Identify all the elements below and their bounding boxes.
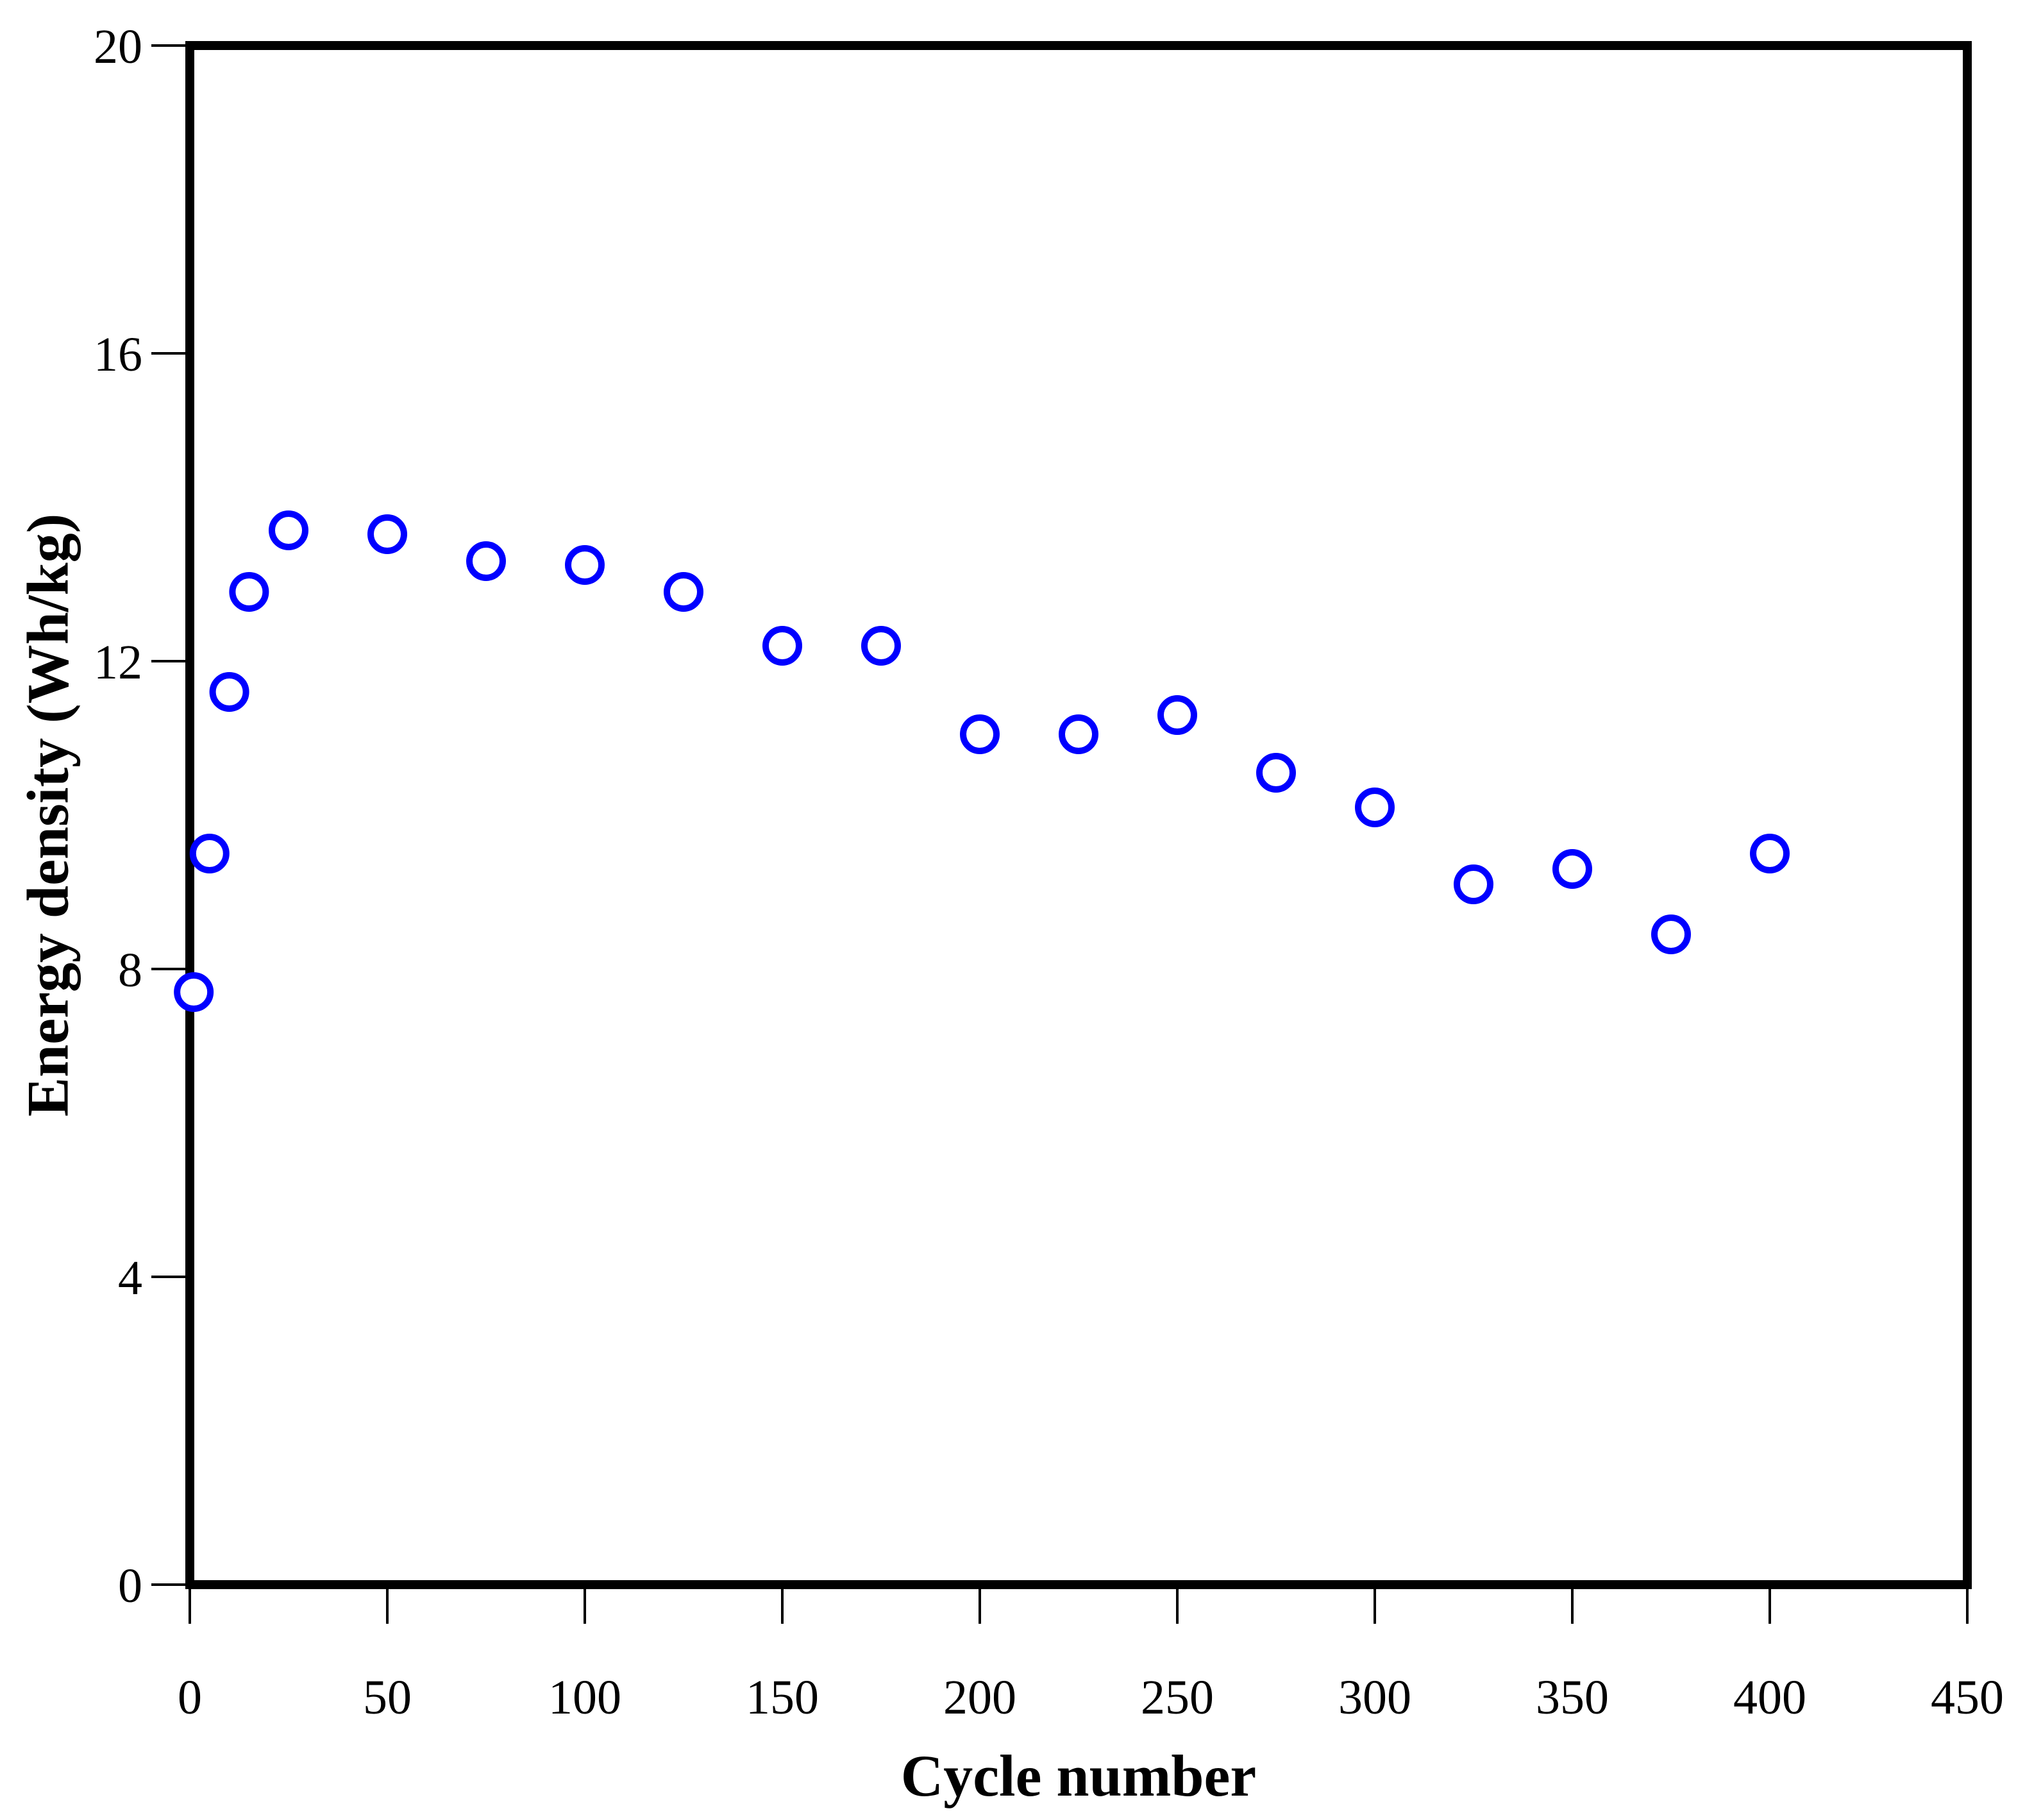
x-axis-tick-label: 450 xyxy=(1931,1671,2004,1724)
x-axis-tick-label: 250 xyxy=(1141,1671,1214,1724)
x-axis-tick-label: 0 xyxy=(178,1671,202,1724)
data-point-energy-density-2 xyxy=(209,672,249,712)
x-axis-tick-label: 50 xyxy=(363,1671,412,1724)
data-point-energy-density-7 xyxy=(565,545,605,585)
data-point-energy-density-19 xyxy=(1750,834,1790,873)
x-axis-tick-label: 100 xyxy=(548,1671,621,1724)
data-point-energy-density-5 xyxy=(367,514,407,554)
x-axis-tick-label: 200 xyxy=(943,1671,1016,1724)
x-axis-tick-label: 350 xyxy=(1536,1671,1609,1724)
data-point-energy-density-0 xyxy=(174,972,214,1012)
data-point-energy-density-11 xyxy=(960,714,1000,754)
y-axis-tick-label: 12 xyxy=(94,636,142,689)
y-axis-tick-label: 16 xyxy=(94,328,142,382)
y-axis-tick-label: 0 xyxy=(118,1559,142,1613)
y-axis-tick-label: 20 xyxy=(94,20,142,74)
data-point-energy-density-17 xyxy=(1552,849,1592,889)
data-point-energy-density-18 xyxy=(1651,914,1691,954)
x-axis-tick-label: 300 xyxy=(1338,1671,1411,1724)
data-point-energy-density-13 xyxy=(1157,695,1197,735)
x-axis-tick-label: 400 xyxy=(1733,1671,1806,1724)
plot-frame xyxy=(185,41,1972,1589)
data-point-energy-density-15 xyxy=(1355,788,1395,827)
data-point-energy-density-16 xyxy=(1454,864,1493,904)
data-point-energy-density-10 xyxy=(861,626,901,666)
data-point-energy-density-9 xyxy=(762,626,802,666)
y-axis-tick-label: 8 xyxy=(118,943,142,997)
data-point-energy-density-3 xyxy=(229,572,269,612)
y-axis-title: Energy density (Wh/kg) xyxy=(15,514,80,1117)
data-point-energy-density-14 xyxy=(1256,753,1296,793)
data-point-energy-density-8 xyxy=(664,572,703,612)
data-point-energy-density-6 xyxy=(466,541,506,581)
x-axis-title: Cycle number xyxy=(901,1743,1256,1808)
y-axis-tick-label: 4 xyxy=(118,1251,142,1305)
data-point-energy-density-12 xyxy=(1059,714,1098,754)
data-point-energy-density-4 xyxy=(269,510,308,550)
x-axis-tick-label: 150 xyxy=(746,1671,819,1724)
data-point-energy-density-1 xyxy=(189,834,230,873)
